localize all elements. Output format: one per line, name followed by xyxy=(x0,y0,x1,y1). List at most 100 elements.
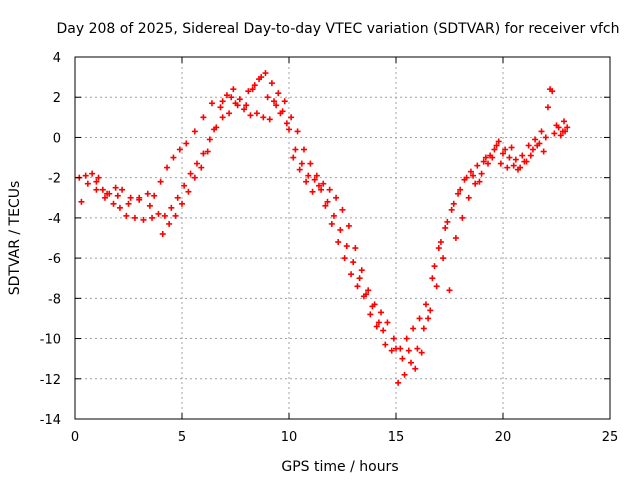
y-tick-label: -12 xyxy=(40,373,61,388)
data-point xyxy=(525,142,532,149)
data-point xyxy=(286,126,292,133)
data-point xyxy=(236,96,243,103)
data-point xyxy=(234,102,241,109)
data-point xyxy=(78,198,85,205)
data-point xyxy=(401,371,408,378)
data-point xyxy=(144,190,151,197)
data-point xyxy=(416,315,423,322)
data-point xyxy=(89,170,96,177)
data-point xyxy=(542,134,549,141)
data-point xyxy=(206,136,213,143)
data-point xyxy=(358,267,365,274)
data-point xyxy=(157,178,164,185)
data-point xyxy=(384,319,391,326)
data-point xyxy=(547,86,554,93)
data-point xyxy=(292,146,299,153)
data-point xyxy=(350,259,357,266)
data-point xyxy=(166,220,173,227)
data-point xyxy=(422,301,429,308)
data-point xyxy=(538,128,545,135)
data-point xyxy=(296,166,303,173)
data-point xyxy=(431,263,438,270)
y-tick-label: -10 xyxy=(40,333,61,348)
data-point xyxy=(176,146,183,153)
data-point xyxy=(131,214,138,221)
data-point xyxy=(191,174,198,181)
data-point xyxy=(440,255,447,262)
data-point xyxy=(497,160,504,167)
data-point xyxy=(433,283,440,290)
data-point xyxy=(290,154,297,161)
data-point xyxy=(339,206,346,213)
data-point xyxy=(149,214,156,221)
chart-title: Day 208 of 2025, Sidereal Day-to-day VTE… xyxy=(56,21,619,37)
data-point xyxy=(208,100,215,107)
data-point xyxy=(352,245,359,252)
data-point xyxy=(532,136,539,143)
data-point xyxy=(170,154,177,161)
axis-ticks xyxy=(74,56,611,420)
y-tick-labels: 4 2 0 -2 -4 -6 -8 -10 -12 -14 xyxy=(40,51,61,428)
x-tick-label: 20 xyxy=(495,430,512,445)
data-point xyxy=(474,162,481,169)
data-point xyxy=(277,110,284,117)
data-point xyxy=(253,110,260,117)
data-point xyxy=(300,146,307,153)
y-tick-label: -6 xyxy=(48,252,61,267)
data-point xyxy=(82,172,89,179)
data-point xyxy=(283,120,290,127)
data-point xyxy=(119,186,126,193)
data-point xyxy=(101,194,108,201)
data-point xyxy=(273,102,280,109)
data-point xyxy=(303,178,310,185)
data-point xyxy=(510,162,517,169)
data-point xyxy=(427,307,434,314)
y-tick-label: -14 xyxy=(40,413,61,428)
data-point xyxy=(181,182,188,189)
data-point xyxy=(476,178,483,185)
data-point xyxy=(472,180,479,187)
data-point xyxy=(213,124,220,131)
data-point xyxy=(429,275,436,282)
data-point xyxy=(450,200,457,207)
data-point xyxy=(504,164,511,171)
data-point xyxy=(455,190,462,197)
data-point xyxy=(341,255,348,262)
data-point xyxy=(294,128,301,135)
data-point xyxy=(435,245,442,252)
data-point xyxy=(463,174,470,181)
data-point xyxy=(179,200,185,207)
data-point xyxy=(305,172,312,179)
data-point xyxy=(403,335,410,342)
data-point xyxy=(127,194,134,201)
data-point xyxy=(373,323,380,330)
data-point xyxy=(514,166,521,173)
data-point xyxy=(393,345,399,352)
data-point xyxy=(470,172,477,179)
y-tick-label: 0 xyxy=(53,131,61,146)
data-point xyxy=(260,114,267,121)
y-tick-label: -2 xyxy=(48,172,61,187)
x-tick-labels: 0 5 10 15 20 25 xyxy=(71,430,618,445)
data-point xyxy=(217,104,224,111)
data-point xyxy=(185,188,192,195)
data-point xyxy=(354,283,361,290)
data-point xyxy=(407,359,414,366)
y-tick-label: 4 xyxy=(53,51,61,66)
data-point xyxy=(93,178,100,185)
x-tick-label: 5 xyxy=(178,430,186,445)
data-point xyxy=(335,239,342,246)
data-point xyxy=(534,142,541,149)
data-point xyxy=(333,194,340,201)
data-point xyxy=(318,186,325,193)
data-point xyxy=(405,347,412,354)
data-point xyxy=(414,345,421,352)
data-point xyxy=(395,379,402,386)
data-point xyxy=(410,325,417,332)
data-point xyxy=(172,212,179,219)
data-point xyxy=(493,142,500,149)
data-point xyxy=(258,74,265,81)
data-point xyxy=(320,180,327,187)
data-point xyxy=(478,170,485,177)
